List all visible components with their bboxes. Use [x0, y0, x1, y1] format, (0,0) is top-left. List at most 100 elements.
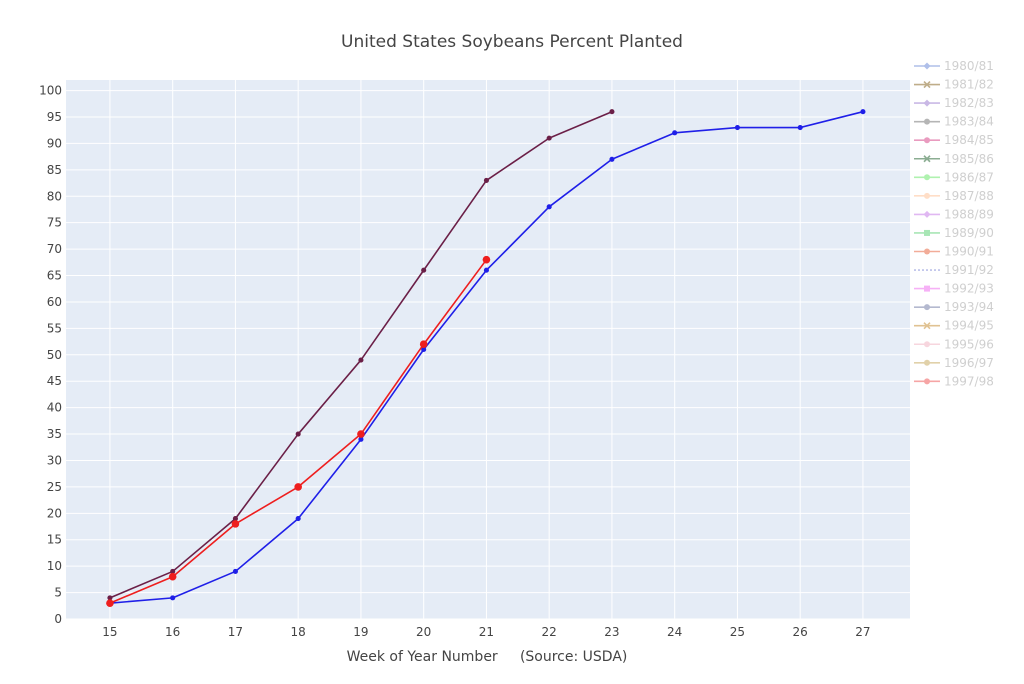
- legend-label: 1985/86: [944, 152, 994, 166]
- y-tick-label: 75: [47, 216, 62, 230]
- data-point[interactable]: [419, 340, 428, 349]
- data-point[interactable]: [170, 595, 176, 601]
- y-tick-label: 80: [47, 189, 62, 203]
- data-point[interactable]: [797, 125, 803, 131]
- data-point[interactable]: [421, 346, 427, 353]
- series-1: [107, 109, 615, 601]
- data-point[interactable]: [482, 255, 491, 264]
- legend-item[interactable]: 1995/96: [914, 337, 994, 351]
- legend[interactable]: 1980/81 1981/82 1982/83 1983/84 1984/85 1985/…: [914, 59, 994, 388]
- data-point[interactable]: [358, 357, 364, 363]
- legend-marker: [924, 192, 930, 199]
- legend-marker: [923, 62, 931, 70]
- legend-item[interactable]: 1991/92: [914, 263, 994, 277]
- plot-area: [66, 80, 910, 619]
- data-point[interactable]: [546, 135, 552, 141]
- legend-label: 1994/95: [944, 319, 994, 333]
- legend-marker: [924, 229, 930, 236]
- y-tick-label: 65: [47, 269, 62, 283]
- legend-item[interactable]: 1990/91: [914, 245, 994, 259]
- legend-item[interactable]: 1994/95: [914, 319, 994, 333]
- x-tick-label: 17: [228, 625, 243, 639]
- series-lines: [106, 109, 866, 607]
- legend-item[interactable]: 1983/84: [914, 115, 994, 129]
- legend-item[interactable]: 1996/97: [914, 356, 994, 370]
- legend-marker: [924, 118, 930, 125]
- legend-label: 1990/91: [944, 245, 994, 259]
- legend-marker: [923, 99, 931, 107]
- legend-label: 1992/93: [944, 282, 994, 296]
- y-tick-label: 95: [47, 110, 62, 124]
- x-tick-label: 22: [542, 625, 557, 639]
- data-point[interactable]: [421, 267, 427, 273]
- data-point[interactable]: [107, 595, 113, 601]
- legend-item[interactable]: 1984/85: [914, 133, 994, 147]
- data-point[interactable]: [168, 572, 177, 581]
- y-tick-label: 50: [47, 348, 62, 362]
- y-tick-label: 55: [47, 321, 62, 335]
- legend-marker: [924, 378, 930, 385]
- legend-marker: [924, 137, 930, 144]
- legend-item[interactable]: 1981/82: [914, 78, 994, 92]
- data-point[interactable]: [609, 156, 615, 162]
- y-tick-label: 30: [47, 453, 62, 467]
- legend-marker: [924, 359, 930, 366]
- x-axis-title: Week of Year Number (Source: USDA): [347, 649, 628, 665]
- x-tick-label: 15: [102, 625, 117, 639]
- data-point[interactable]: [295, 431, 301, 437]
- legend-item[interactable]: 1989/90: [914, 226, 994, 240]
- data-point[interactable]: [232, 568, 238, 574]
- data-point[interactable]: [546, 204, 552, 210]
- data-point[interactable]: [483, 177, 489, 183]
- gridlines: [66, 80, 910, 620]
- legend-item[interactable]: 1993/94: [914, 300, 994, 314]
- legend-item[interactable]: 1992/93: [914, 282, 994, 296]
- legend-marker: [924, 341, 930, 348]
- legend-item[interactable]: 1987/88: [914, 189, 994, 203]
- y-tick-label: 90: [47, 136, 62, 150]
- y-tick-label: 70: [47, 242, 62, 256]
- legend-item[interactable]: 1988/89: [914, 207, 994, 221]
- legend-marker: [924, 285, 930, 292]
- data-point[interactable]: [106, 599, 114, 607]
- legend-marker: [924, 174, 930, 181]
- x-tick-label: 24: [667, 625, 682, 639]
- series-2: [106, 255, 491, 607]
- y-axis-ticks: 0 5 10 15 20 25 30 35 40 45 50 55 60 65 70 75 80 85 90 95 10…: [39, 84, 62, 626]
- data-point[interactable]: [170, 568, 176, 574]
- legend-label: 1984/85: [944, 133, 994, 147]
- data-point[interactable]: [483, 267, 489, 273]
- data-point[interactable]: [734, 125, 740, 131]
- legend-item[interactable]: 1985/86: [914, 152, 994, 166]
- y-tick-label: 0: [54, 612, 62, 626]
- y-tick-label: 10: [47, 559, 62, 573]
- legend-label: 1982/83: [944, 96, 994, 110]
- legend-label: 1980/81: [944, 59, 994, 73]
- y-tick-label: 15: [47, 533, 62, 547]
- legend-label: 1993/94: [944, 300, 994, 314]
- data-point[interactable]: [295, 516, 301, 522]
- y-tick-label: 35: [47, 427, 62, 441]
- data-point[interactable]: [231, 520, 240, 528]
- data-point[interactable]: [357, 430, 365, 438]
- x-tick-label: 18: [291, 625, 306, 639]
- legend-label: 1991/92: [944, 263, 994, 277]
- legend-marker: [924, 248, 930, 255]
- legend-item[interactable]: 1980/81: [914, 59, 994, 73]
- legend-label: 1981/82: [944, 78, 994, 92]
- data-point[interactable]: [358, 436, 364, 442]
- legend-marker: [923, 322, 931, 330]
- legend-label: 1997/98: [944, 374, 994, 388]
- data-point[interactable]: [860, 109, 866, 115]
- data-point[interactable]: [609, 109, 615, 115]
- legend-label: 1989/90: [944, 226, 994, 240]
- series-0: [107, 109, 866, 606]
- data-point[interactable]: [232, 516, 238, 522]
- data-point[interactable]: [672, 130, 678, 136]
- legend-item[interactable]: 1986/87: [914, 170, 994, 184]
- legend-item[interactable]: 1997/98: [914, 374, 994, 388]
- data-point[interactable]: [294, 483, 302, 491]
- legend-item[interactable]: 1982/83: [914, 96, 994, 110]
